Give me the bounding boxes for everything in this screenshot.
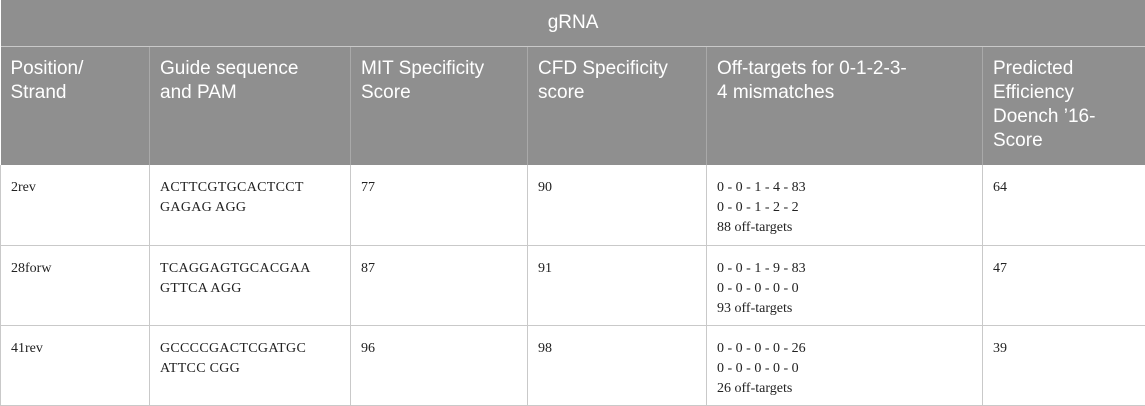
cell-mit-score: 96 (351, 325, 528, 405)
header-row: Position/ Strand Guide sequence and PAM … (1, 46, 1145, 165)
off-targets-line: 0 - 0 - 1 - 2 - 2 (717, 198, 972, 218)
table-caption: gRNA (1, 0, 1145, 46)
cell-off-targets: 0 - 0 - 1 - 4 - 83 0 - 0 - 1 - 2 - 2 88 … (707, 165, 983, 245)
header-cfd-score: CFD Specificity score (528, 46, 707, 165)
sequence-line: TCAGGAGTGCACGAA (160, 259, 340, 279)
cell-mit-score: 87 (351, 245, 528, 325)
header-text-line: 4 mismatches (717, 81, 970, 105)
header-text-line: Doench ’16- (993, 105, 1134, 129)
header-text-line: Position/ (11, 57, 138, 81)
cell-position: 2rev (1, 165, 150, 245)
header-text-line: Off-targets for 0-1-2-3- (717, 57, 970, 81)
caption-row: gRNA (1, 0, 1145, 46)
cell-efficiency: 47 (983, 245, 1145, 325)
cell-off-targets: 0 - 0 - 1 - 9 - 83 0 - 0 - 0 - 0 - 0 93 … (707, 245, 983, 325)
header-text-line: MIT Specificity (361, 57, 515, 81)
off-targets-line: 0 - 0 - 0 - 0 - 0 (717, 279, 972, 299)
off-targets-line: 0 - 0 - 0 - 0 - 26 (717, 339, 972, 359)
header-text-line: Efficiency (993, 81, 1134, 105)
cell-cfd-score: 98 (528, 325, 707, 405)
cell-position: 41rev (1, 325, 150, 405)
header-mit-score: MIT Specificity Score (351, 46, 528, 165)
cell-off-targets: 0 - 0 - 0 - 0 - 26 0 - 0 - 0 - 0 - 0 26 … (707, 325, 983, 405)
header-guide-sequence: Guide sequence and PAM (150, 46, 351, 165)
sequence-line: ATTCC CGG (160, 359, 340, 379)
off-targets-line: 0 - 0 - 1 - 4 - 83 (717, 178, 972, 198)
header-predicted-efficiency: Predicted Efficiency Doench ’16- Score (983, 46, 1145, 165)
cell-cfd-score: 90 (528, 165, 707, 245)
off-targets-line: 88 off-targets (717, 218, 972, 238)
sequence-line: ACTTCGTGCACTCCT (160, 178, 340, 198)
header-text-line: Strand (11, 81, 138, 105)
cell-efficiency: 64 (983, 165, 1145, 245)
off-targets-line: 0 - 0 - 0 - 0 - 0 (717, 359, 972, 379)
table-row: 28forw TCAGGAGTGCACGAA GTTCA AGG 87 91 0… (1, 245, 1145, 325)
header-text-line: Predicted (993, 57, 1134, 81)
off-targets-line: 0 - 0 - 1 - 9 - 83 (717, 259, 972, 279)
cell-cfd-score: 91 (528, 245, 707, 325)
header-text-line: score (538, 81, 694, 105)
sequence-line: GAGAG AGG (160, 198, 340, 218)
cell-sequence: ACTTCGTGCACTCCT GAGAG AGG (150, 165, 351, 245)
sequence-line: GTTCA AGG (160, 279, 340, 299)
table-row: 2rev ACTTCGTGCACTCCT GAGAG AGG 77 90 0 -… (1, 165, 1145, 245)
off-targets-line: 93 off-targets (717, 299, 972, 319)
table-row: 41rev GCCCCGACTCGATGC ATTCC CGG 96 98 0 … (1, 325, 1145, 405)
header-text-line: Score (993, 129, 1134, 153)
header-text-line: and PAM (160, 81, 338, 105)
header-text-line: Guide sequence (160, 57, 338, 81)
cell-sequence: TCAGGAGTGCACGAA GTTCA AGG (150, 245, 351, 325)
cell-position: 28forw (1, 245, 150, 325)
cell-mit-score: 77 (351, 165, 528, 245)
cell-sequence: GCCCCGACTCGATGC ATTCC CGG (150, 325, 351, 405)
header-off-targets: Off-targets for 0-1-2-3- 4 mismatches (707, 46, 983, 165)
header-text-line: Score (361, 81, 515, 105)
off-targets-line: 26 off-targets (717, 379, 972, 399)
cell-efficiency: 39 (983, 325, 1145, 405)
header-text-line: CFD Specificity (538, 57, 694, 81)
header-position-strand: Position/ Strand (1, 46, 150, 165)
sequence-line: GCCCCGACTCGATGC (160, 339, 340, 359)
